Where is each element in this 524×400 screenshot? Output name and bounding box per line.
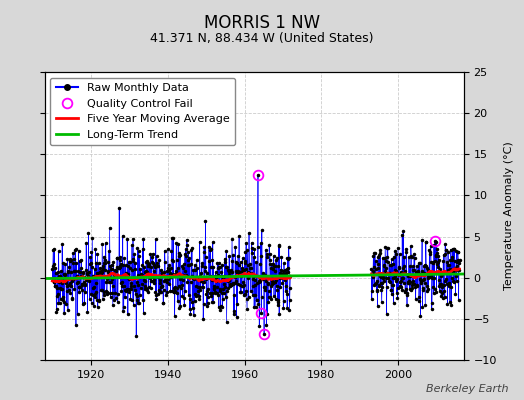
Text: 41.371 N, 88.434 W (United States): 41.371 N, 88.434 W (United States) xyxy=(150,32,374,45)
Text: MORRIS 1 NW: MORRIS 1 NW xyxy=(204,14,320,32)
Legend: Raw Monthly Data, Quality Control Fail, Five Year Moving Average, Long-Term Tren: Raw Monthly Data, Quality Control Fail, … xyxy=(50,78,235,145)
Y-axis label: Temperature Anomaly (°C): Temperature Anomaly (°C) xyxy=(504,142,514,290)
Text: Berkeley Earth: Berkeley Earth xyxy=(426,384,508,394)
